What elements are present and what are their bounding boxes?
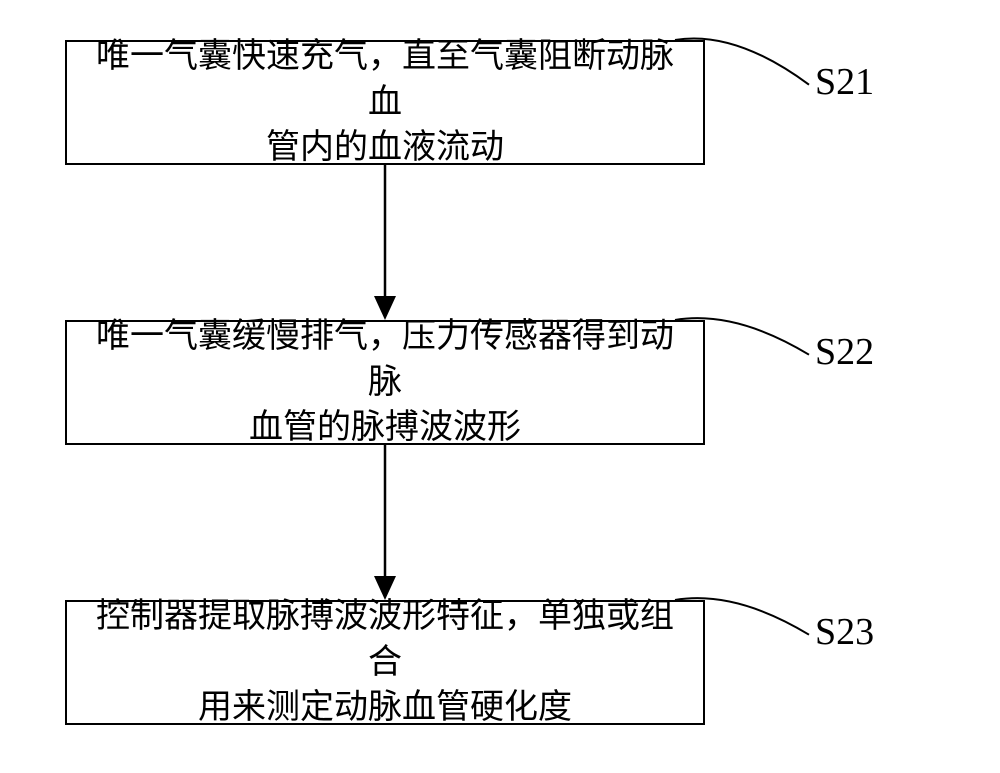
flow-arrow [0,0,1000,773]
